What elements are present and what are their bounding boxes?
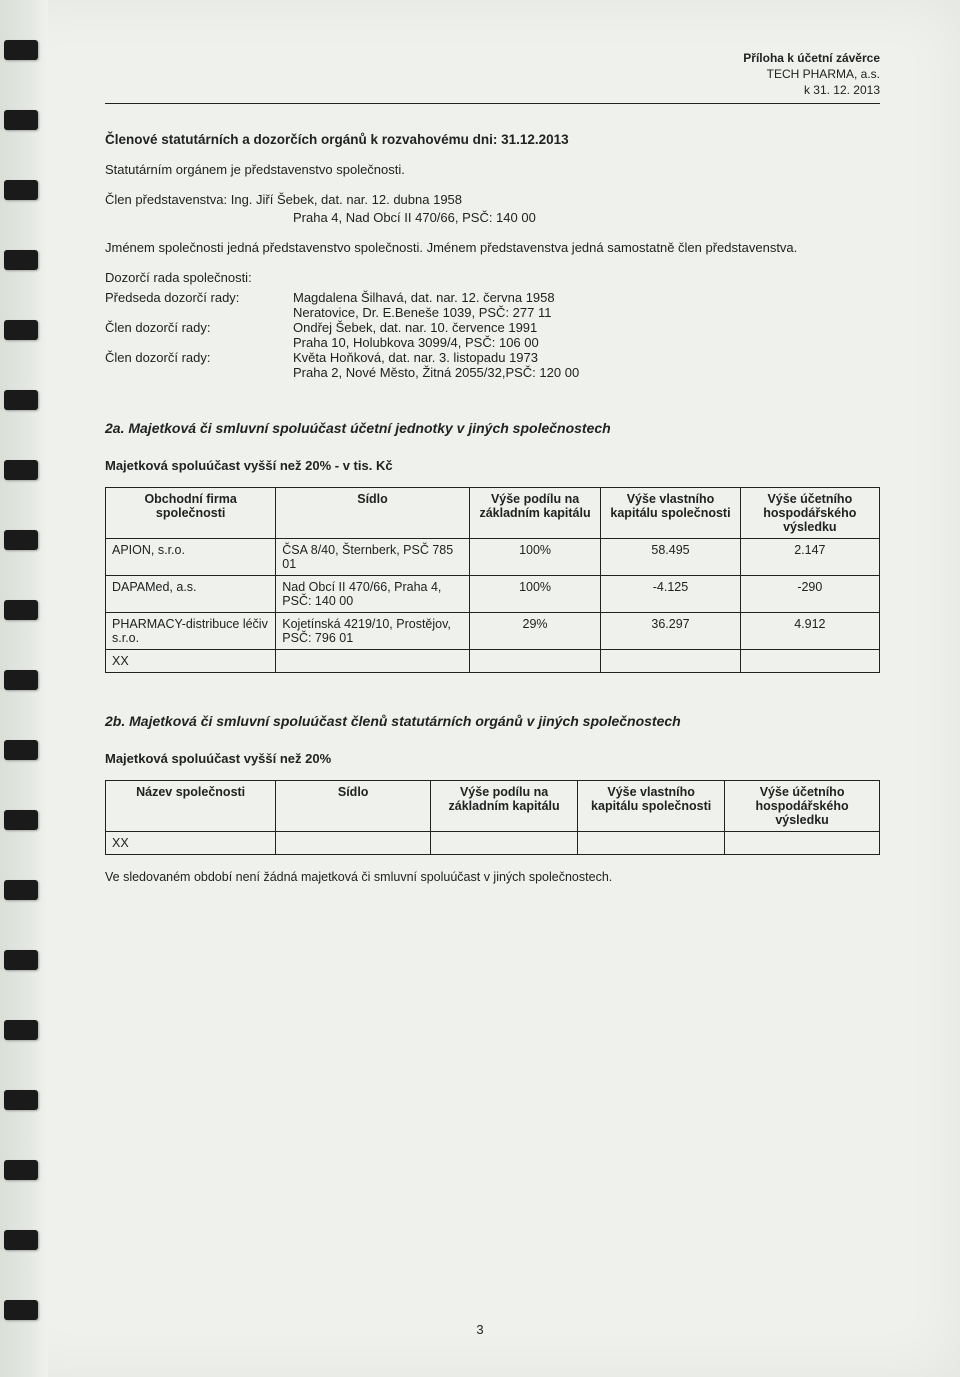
binding-ring <box>4 40 38 60</box>
table-cell: 36.297 <box>601 612 740 649</box>
binding-ring <box>4 1090 38 1110</box>
header-line-3: k 31. 12. 2013 <box>105 82 880 98</box>
table-cell <box>469 649 601 672</box>
board-member-line-1: Člen představenstva: Ing. Jiří Šebek, da… <box>105 192 462 207</box>
binding-ring <box>4 880 38 900</box>
page-header: Příloha k účetní závěrce TECH PHARMA, a.… <box>105 50 880 104</box>
table-cell <box>578 831 725 854</box>
binding-ring <box>4 950 38 970</box>
table-cell: Nad Obcí II 470/66, Praha 4, PSČ: 140 00 <box>276 575 470 612</box>
page-content: Příloha k účetní závěrce TECH PHARMA, a.… <box>105 50 880 1337</box>
table-cell: 58.495 <box>601 538 740 575</box>
table-cell: 2.147 <box>740 538 879 575</box>
paragraph-statutory-body: Statutárním orgánem je představenstvo sp… <box>105 161 880 179</box>
section-2a-heading: 2a. Majetková či smluvní spoluúčast účet… <box>105 420 880 436</box>
th2-name: Název společnosti <box>106 780 276 831</box>
section-2b-subheading: Majetková spoluúčast vyšší než 20% <box>105 751 880 766</box>
member1-value: Ondřej Šebek, dat. nar. 10. července 199… <box>293 320 880 350</box>
table-cell: 100% <box>469 538 601 575</box>
binding-ring <box>4 1300 38 1320</box>
table-row: APION, s.r.o.ČSA 8/40, Šternberk, PSČ 78… <box>106 538 880 575</box>
th2-share: Výše podílu na základním kapitálu <box>431 780 578 831</box>
table-row: XX <box>106 649 880 672</box>
table-cell <box>276 649 470 672</box>
table-cell <box>740 649 879 672</box>
th-equity: Výše vlastního kapitálu společnosti <box>601 487 740 538</box>
section-2a-subheading: Majetková spoluúčast vyšší než 20% - v t… <box>105 458 880 473</box>
binding-ring <box>4 110 38 130</box>
table-row: XX <box>106 831 880 854</box>
header-line-2: TECH PHARMA, a.s. <box>105 66 880 82</box>
section-2b-footnote: Ve sledovaném období není žádná majetkov… <box>105 869 880 887</box>
binding-ring <box>4 1160 38 1180</box>
th-share: Výše podílu na základním kapitálu <box>469 487 601 538</box>
binding-ring <box>4 740 38 760</box>
table-cell: -4.125 <box>601 575 740 612</box>
binding-ring <box>4 810 38 830</box>
table-2b: Název společnosti Sídlo Výše podílu na z… <box>105 780 880 855</box>
table-cell <box>725 831 880 854</box>
table-cell: ČSA 8/40, Šternberk, PSČ 785 01 <box>276 538 470 575</box>
binding-ring <box>4 1020 38 1040</box>
table-cell: XX <box>106 649 276 672</box>
table-cell: 4.912 <box>740 612 879 649</box>
paragraph-board-member: Člen představenstva: Ing. Jiří Šebek, da… <box>105 191 880 227</box>
member2-label: Člen dozorčí rady: <box>105 350 293 380</box>
header-line-1: Příloha k účetní závěrce <box>105 50 880 66</box>
table-cell: -290 <box>740 575 879 612</box>
binding-ring <box>4 460 38 480</box>
section-title-members: Členové statutárních a dozorčích orgánů … <box>105 132 880 147</box>
table-cell: XX <box>106 831 276 854</box>
th-sidlo: Sídlo <box>276 487 470 538</box>
table-2a-header-row: Obchodní firma společnosti Sídlo Výše po… <box>106 487 880 538</box>
table-row: DAPAMed, a.s.Nad Obcí II 470/66, Praha 4… <box>106 575 880 612</box>
table-2b-header-row: Název společnosti Sídlo Výše podílu na z… <box>106 780 880 831</box>
member2-value: Květa Hoňková, dat. nar. 3. listopadu 19… <box>293 350 880 380</box>
table-row: PHARMACY-distribuce léčiv s.r.o.Kojetíns… <box>106 612 880 649</box>
spiral-binding <box>0 0 48 1377</box>
binding-ring <box>4 250 38 270</box>
section-2b-heading: 2b. Majetková či smluvní spoluúčast člen… <box>105 713 880 729</box>
paragraph-representation: Jménem společnosti jedná představenstvo … <box>105 239 880 257</box>
table-cell: Kojetínská 4219/10, Prostějov, PSČ: 796 … <box>276 612 470 649</box>
table-cell: 100% <box>469 575 601 612</box>
binding-ring <box>4 320 38 340</box>
binding-ring <box>4 390 38 410</box>
th2-sidlo: Sídlo <box>276 780 431 831</box>
supervisory-member-2-row: Člen dozorčí rady: Květa Hoňková, dat. n… <box>105 350 880 380</box>
th2-equity: Výše vlastního kapitálu společnosti <box>578 780 725 831</box>
th-result: Výše účetního hospodářského výsledku <box>740 487 879 538</box>
binding-ring <box>4 1230 38 1250</box>
board-member-line-2: Praha 4, Nad Obcí II 470/66, PSČ: 140 00 <box>105 209 536 227</box>
table-cell <box>276 831 431 854</box>
table-cell: 29% <box>469 612 601 649</box>
binding-ring <box>4 670 38 690</box>
binding-ring <box>4 530 38 550</box>
table-cell <box>431 831 578 854</box>
supervisory-board-label: Dozorčí rada společnosti: <box>105 269 880 287</box>
binding-ring <box>4 600 38 620</box>
supervisory-member-1-row: Člen dozorčí rady: Ondřej Šebek, dat. na… <box>105 320 880 350</box>
table-cell: DAPAMed, a.s. <box>106 575 276 612</box>
chairman-label: Předseda dozorčí rady: <box>105 290 293 320</box>
th2-result: Výše účetního hospodářského výsledku <box>725 780 880 831</box>
table-cell: APION, s.r.o. <box>106 538 276 575</box>
table-cell <box>601 649 740 672</box>
chairman-value: Magdalena Šilhavá, dat. nar. 12. června … <box>293 290 880 320</box>
supervisory-chairman-row: Předseda dozorčí rady: Magdalena Šilhavá… <box>105 290 880 320</box>
th-firm: Obchodní firma společnosti <box>106 487 276 538</box>
scanned-page: Příloha k účetní závěrce TECH PHARMA, a.… <box>0 0 960 1377</box>
table-cell: PHARMACY-distribuce léčiv s.r.o. <box>106 612 276 649</box>
binding-ring <box>4 180 38 200</box>
member1-label: Člen dozorčí rady: <box>105 320 293 350</box>
page-number: 3 <box>0 1322 960 1337</box>
table-2a: Obchodní firma společnosti Sídlo Výše po… <box>105 487 880 673</box>
